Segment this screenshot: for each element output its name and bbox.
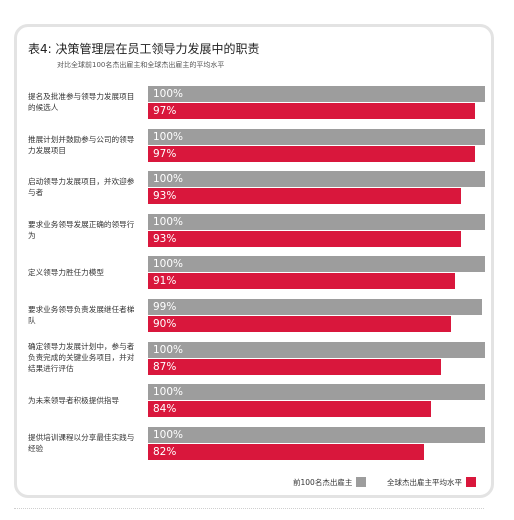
- bar-top100: 100%: [148, 86, 485, 102]
- bar-global-average: 93%: [148, 230, 462, 247]
- legend-swatch-red: [466, 477, 476, 487]
- bar-top100: 100%: [148, 426, 485, 443]
- bar-value-label: 84%: [153, 403, 177, 416]
- bar-row: 定义领导力胜任力模型 100% 91%: [17, 255, 491, 290]
- chart-card: 表4: 决策管理层在员工领导力发展中的职责 对比全球前100名杰出雇主和全球杰出…: [14, 24, 494, 498]
- bar-global-average: 97%: [148, 145, 475, 162]
- legend: 前100名杰出雇主 全球杰出雇主平均水平: [17, 475, 491, 489]
- bar-value-label: 100%: [153, 386, 184, 399]
- footer-divider: [14, 508, 484, 509]
- category-label: 确定领导力发展计划中，参与者负责完成的关键业务项目，并对结果进行评估: [28, 342, 135, 374]
- bar-global-average: 82%: [148, 443, 425, 460]
- category-label: 提供培训课程以分享最佳实践与经验: [28, 432, 135, 453]
- bar-value-label: 90%: [153, 318, 177, 330]
- bar-value-label: 100%: [153, 258, 184, 271]
- bar-row: 提名及批准参与领导力发展项目的候选人 100% 97%: [17, 85, 491, 119]
- category-label: 推展计划并鼓励参与公司的领导力发展项目: [28, 134, 135, 155]
- bar-row: 推展计划并鼓励参与公司的领导力发展项目 100% 97%: [17, 128, 491, 162]
- bar-global-average: 90%: [148, 316, 452, 332]
- bar-row: 要求业务领导发展正确的领导行为 100% 93%: [17, 213, 491, 247]
- bar-top100: 99%: [148, 299, 482, 315]
- bar-top100: 100%: [148, 171, 485, 188]
- bar-value-label: 100%: [153, 88, 184, 100]
- category-label: 启动领导力发展项目，并欢迎参与者: [28, 177, 135, 198]
- bar-rows: 提名及批准参与领导力发展项目的候选人 100% 97% 推展计划并鼓励参与公司的领导力…: [17, 27, 491, 495]
- bar-row: 为未来领导者积极提供指导 100% 84%: [17, 383, 491, 418]
- bar-global-average: 84%: [148, 401, 432, 418]
- bar-value-label: 100%: [153, 130, 184, 143]
- category-label: 要求业务领导负责发展继任者梯队: [28, 305, 135, 325]
- bar-top100: 100%: [148, 384, 485, 401]
- bar-value-label: 97%: [153, 147, 177, 160]
- legend-item-top100: 前100名杰出雇主: [293, 475, 367, 489]
- bar-value-label: 100%: [153, 215, 184, 228]
- bar-value-label: 82%: [153, 445, 177, 458]
- bar-global-average: 91%: [148, 273, 455, 290]
- bar-value-label: 93%: [153, 232, 177, 245]
- bar-value-label: 91%: [153, 275, 177, 288]
- bar-value-label: 93%: [153, 190, 177, 203]
- bar-top100: 100%: [148, 213, 485, 230]
- bar-top100: 100%: [148, 128, 485, 145]
- bar-global-average: 93%: [148, 188, 462, 205]
- category-label: 为未来领导者积极提供指导: [28, 395, 120, 405]
- bar-value-label: 100%: [153, 173, 184, 186]
- legend-item-global: 全球杰出雇主平均水平: [387, 475, 476, 489]
- legend-swatch-gray: [356, 477, 367, 487]
- bar-row: 提供培训课程以分享最佳实践与经验 100% 82%: [17, 426, 491, 460]
- chart-subtitle: 对比全球前100名杰出雇主和全球杰出雇主的平均水平: [57, 61, 225, 69]
- legend-label: 前100名杰出雇主: [293, 477, 353, 487]
- bar-row: 启动领导力发展项目，并欢迎参与者 100% 93%: [17, 170, 491, 205]
- bar-value-label: 87%: [153, 360, 177, 373]
- bar-global-average: 97%: [148, 103, 475, 119]
- bar-top100: 100%: [148, 256, 485, 273]
- category-label: 要求业务领导发展正确的领导行为: [28, 219, 135, 240]
- bar-top100: 100%: [148, 341, 485, 358]
- legend-label: 全球杰出雇主平均水平: [387, 477, 462, 487]
- bar-value-label: 99%: [153, 301, 177, 313]
- bar-row: 确定领导力发展计划中，参与者负责完成的关键业务项目，并对结果进行评估 100% 87…: [17, 341, 491, 375]
- chart-title: 表4: 决策管理层在员工领导力发展中的职责: [28, 42, 260, 56]
- bar-global-average: 87%: [148, 358, 442, 375]
- bar-row: 要求业务领导负责发展继任者梯队 99% 90%: [17, 298, 491, 332]
- bar-value-label: 100%: [153, 428, 184, 441]
- bar-value-label: 100%: [153, 343, 184, 356]
- bar-value-label: 97%: [153, 105, 177, 117]
- category-label: 提名及批准参与领导力发展项目的候选人: [28, 92, 135, 112]
- category-label: 定义领导力胜任力模型: [28, 267, 104, 277]
